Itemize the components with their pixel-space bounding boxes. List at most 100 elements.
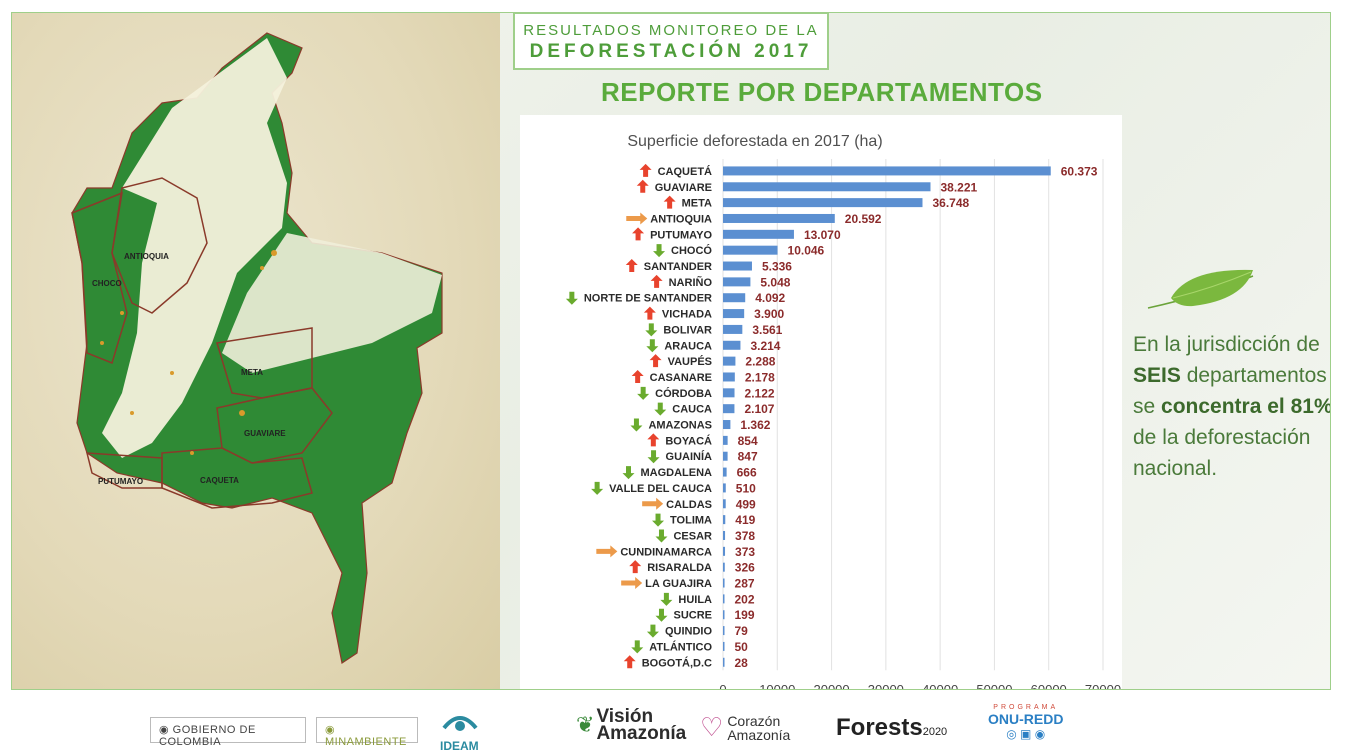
category-label: CALDAS [666, 499, 712, 511]
chart-title: Superficie deforestada en 2017 (ha) [627, 133, 883, 150]
value-label: 28 [735, 656, 749, 670]
category-label: VICHADA [662, 309, 712, 321]
value-label: 20.592 [845, 212, 882, 226]
category-label: LA GUAJIRA [645, 578, 712, 590]
trend-arrow-up-icon [625, 259, 638, 273]
chart-container: Superficie deforestada en 2017 (ha) 0 100… [520, 115, 1122, 689]
summary-concentra: concentra el 81% [1161, 395, 1331, 418]
value-label: 666 [737, 466, 757, 480]
trend-arrow-down-icon [660, 592, 673, 606]
onu-label: ONU-REDD [988, 711, 1064, 727]
colombia-map-panel: ANTIOQUIA CHOCO META GUAVIARE PUTUMAYO C… [12, 13, 500, 689]
trend-arrow-down-icon [653, 244, 666, 258]
category-label: AMAZONAS [648, 420, 712, 432]
bar [723, 166, 1051, 176]
map-label-choco: CHOCO [92, 279, 122, 288]
trend-arrow-down-icon [637, 386, 650, 400]
value-label: 79 [735, 624, 749, 638]
x-tick-label: 40000 [922, 682, 958, 689]
category-label: HUILA [678, 594, 712, 606]
category-label: GUAINÍA [666, 450, 713, 463]
bar [723, 229, 794, 239]
value-label: 287 [735, 577, 755, 591]
value-label: 510 [736, 481, 756, 495]
value-label: 1.362 [740, 418, 770, 432]
heart-icon: ♡ [700, 712, 724, 742]
category-label: SANTANDER [644, 261, 712, 273]
title-line-2: DEFORESTACIÓN 2017 [529, 41, 813, 62]
minambiente-label: MINAMBIENTE [325, 736, 407, 748]
category-label: RISARALDA [647, 562, 712, 574]
value-label: 50 [735, 640, 749, 654]
caqueta-outline [161, 447, 313, 509]
bar [723, 499, 726, 509]
bar [723, 261, 752, 271]
bar [723, 388, 735, 398]
bar [723, 483, 726, 493]
summary-text: En la jurisdicción de SEIS departamentos… [1133, 329, 1331, 484]
trend-arrow-up-icon [631, 369, 644, 383]
trend-arrow-down-icon [630, 418, 643, 432]
trend-arrow-up-icon [650, 274, 663, 288]
bar [723, 451, 728, 461]
summary-pre: En la jurisdicción de [1133, 333, 1320, 356]
trend-arrow-up-icon [647, 433, 660, 447]
report-heading: REPORTE POR DEPARTAMENTOS [601, 77, 1043, 107]
map-label-guaviare: GUAVIARE [244, 429, 286, 438]
map-label-caqueta: CAQUETA [200, 476, 239, 485]
trend-arrow-up-icon [629, 560, 642, 574]
bar [723, 562, 725, 572]
value-label: 419 [735, 513, 755, 527]
gobierno-icon: ◉ [159, 724, 173, 736]
bar [723, 213, 835, 223]
bar [723, 546, 726, 556]
map-label-meta: META [241, 368, 263, 377]
x-tick-label: 30000 [868, 682, 904, 689]
category-label: CHOCÓ [671, 244, 712, 257]
bar [723, 372, 735, 382]
vision-amazonia-logo: ❦ Visión Amazonía [576, 706, 686, 743]
forests-logo: Forests2020 [836, 714, 947, 742]
value-label: 326 [735, 561, 755, 575]
putumayo-outline [86, 452, 163, 489]
trend-arrow-up-icon [636, 179, 649, 193]
bar [723, 594, 725, 604]
ideam-logo: IDEAM [440, 706, 480, 753]
category-label: NARIÑO [669, 276, 713, 289]
trend-arrow-down-icon [647, 450, 660, 464]
trend-arrow-down-icon [655, 608, 668, 622]
bar [723, 277, 751, 287]
trend-arrow-down-icon [591, 481, 604, 495]
bar-chart: 0 10000 20000 30000 40000 50000 60000 70000 60.3… [565, 159, 1121, 689]
trend-arrow-down-icon [646, 624, 659, 638]
trend-arrow-down-icon [652, 513, 665, 527]
trend-arrow-right-icon [642, 497, 664, 510]
trend-arrow-right-icon [596, 545, 618, 558]
llanos-region [222, 233, 442, 373]
bar [723, 530, 726, 540]
andes-region [102, 38, 287, 458]
bar [723, 340, 741, 350]
bar [723, 515, 726, 525]
bar [723, 626, 725, 636]
forests-year: 2020 [922, 726, 948, 738]
slide-frame: ANTIOQUIA CHOCO META GUAVIARE PUTUMAYO C… [11, 12, 1331, 690]
gobierno-label: GOBIERNO DE COLOMBIA [159, 724, 256, 748]
bar [723, 610, 725, 620]
value-label: 3.900 [754, 307, 784, 321]
value-label: 373 [735, 545, 755, 559]
vision-leaf-icon: ❦ [576, 712, 595, 737]
value-label: 38.221 [940, 180, 977, 194]
category-label: META [682, 198, 712, 210]
x-tick-label: 60000 [1031, 682, 1067, 689]
category-label: BOLIVAR [663, 324, 712, 336]
category-label: CÓRDOBA [655, 387, 712, 400]
category-label: VAUPÉS [668, 355, 712, 368]
x-tick-label: 50000 [976, 682, 1012, 689]
ideam-icon [442, 716, 478, 731]
vision-label: Visión [596, 706, 654, 727]
antioquia-outline [111, 177, 208, 314]
category-label: CASANARE [650, 372, 712, 384]
value-label: 10.046 [788, 244, 825, 258]
trend-arrow-down-icon [565, 291, 578, 305]
